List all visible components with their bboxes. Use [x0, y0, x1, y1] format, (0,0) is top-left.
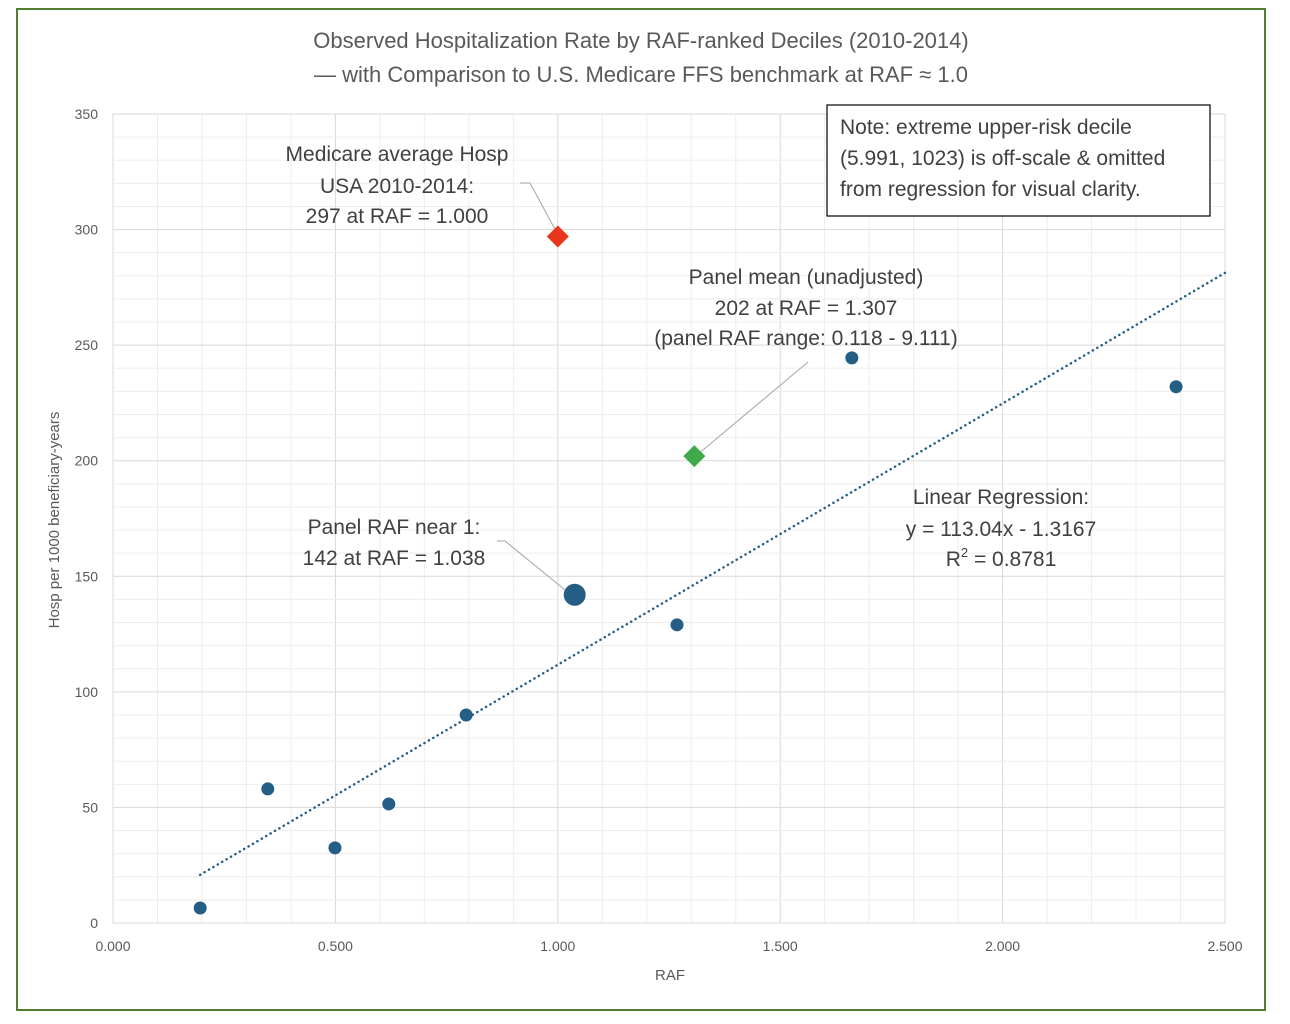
leader-near-one: [497, 540, 571, 595]
note-box-border: [826, 104, 1211, 217]
y-tick-label: 250: [75, 337, 99, 353]
annotation-leaders: [497, 182, 809, 595]
chart-title: Observed Hospitalization Rate by RAF-ran…: [313, 28, 968, 53]
annotation-line: 297 at RAF = 1.000: [306, 205, 489, 228]
r-squared: R2 = 0.8781: [946, 545, 1057, 571]
trendline: [198, 271, 1227, 877]
r-value: = 0.8781: [968, 548, 1056, 571]
y-tick-label: 100: [75, 684, 99, 700]
annotation-near-one: Panel RAF near 1: 142 at RAF = 1.038: [303, 516, 486, 570]
y-tick-label: 350: [75, 106, 99, 122]
r-symbol: R: [946, 548, 961, 571]
annotation-line: y = 113.04x - 1.3167: [906, 518, 1097, 541]
x-axis-label: RAF: [655, 967, 685, 984]
data-point: [459, 708, 473, 722]
annotation-line: 202 at RAF = 1.307: [715, 297, 898, 320]
data-point: [382, 797, 396, 811]
y-tick-label: 300: [75, 222, 99, 238]
note-line: (5.991, 1023) is off-scale & omitted: [840, 147, 1165, 170]
annotation-line: Medicare average Hosp: [286, 143, 509, 166]
annotation-line: Panel mean (unadjusted): [689, 266, 924, 289]
note-box: Note: extreme upper-risk decile (5.991, …: [826, 104, 1211, 217]
x-tick-label: 2.000: [985, 938, 1020, 954]
x-tick-label: 1.500: [763, 938, 798, 954]
y-tick-label: 50: [82, 799, 98, 815]
superscript: 2: [961, 545, 968, 560]
x-tick-label: 0.000: [95, 938, 130, 954]
annotation-panel-mean: Panel mean (unadjusted) 202 at RAF = 1.3…: [654, 266, 958, 350]
y-tick-label: 0: [90, 915, 98, 931]
y-axis-label: Hosp per 1000 beneficiary-years: [46, 412, 63, 629]
annotation-line: (panel RAF range: 0.118 - 9.111): [654, 327, 958, 350]
note-line: from regression for visual clarity.: [840, 178, 1141, 201]
leader-medicare: [520, 182, 558, 234]
chart-subtitle: — with Comparison to U.S. Medicare FFS b…: [314, 62, 968, 87]
annotation-line: USA 2010-2014:: [320, 175, 474, 198]
diamond-point: [683, 445, 706, 468]
y-tick-label: 150: [75, 568, 99, 584]
tick-labels: 0.000 0.500 1.000 1.500 2.000 2.500 0 50 100 150 2…: [75, 106, 1243, 954]
y-tick-label: 200: [75, 453, 99, 469]
note-line: Note: extreme upper-risk decile: [840, 116, 1132, 139]
data-point: [193, 901, 207, 915]
highlight-point: [563, 583, 586, 606]
data-point: [261, 782, 275, 796]
leader-panel-mean: [696, 361, 809, 456]
x-tick-label: 0.500: [318, 938, 353, 954]
annotation-line: Linear Regression:: [913, 486, 1089, 509]
annotation-line: 142 at RAF = 1.038: [303, 547, 486, 570]
trendline-path: [198, 271, 1227, 877]
annotation-line: Panel RAF near 1:: [308, 516, 481, 539]
x-tick-label: 1.000: [540, 938, 575, 954]
data-point: [670, 618, 684, 632]
diamond-point: [546, 225, 569, 248]
x-tick-label: 2.500: [1207, 938, 1242, 954]
annotation-medicare: Medicare average Hosp USA 2010-2014: 297…: [286, 143, 509, 228]
data-point: [328, 841, 342, 855]
annotation-regression: Linear Regression: y = 113.04x - 1.3167 …: [906, 486, 1097, 571]
chart-frame: [16, 8, 1266, 1011]
data-point: [845, 351, 859, 365]
data-points: [193, 225, 1183, 915]
data-point: [1169, 380, 1183, 394]
